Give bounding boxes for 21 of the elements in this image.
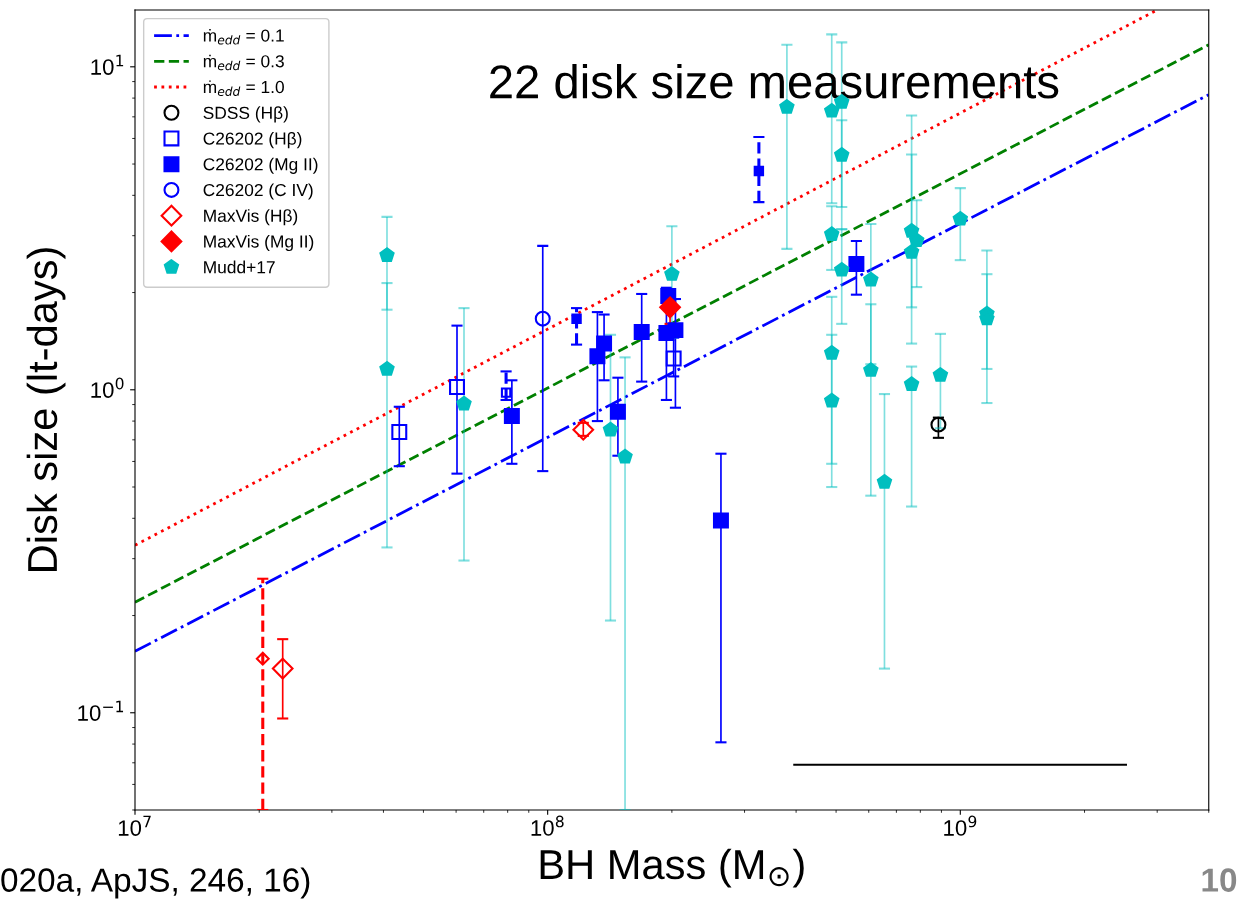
legend-label: Mudd+17 [204, 260, 275, 274]
y-tick-label: 10$^{−1}$ [78, 700, 124, 721]
y-tick-label: 10$^{1}$ [91, 54, 124, 75]
legend-label: C26202 (Hβ) [203, 131, 302, 149]
legend-label: MaxVis (Hβ) [204, 209, 298, 226]
x-tick-label: 10$^{8}$ [531, 815, 564, 836]
legend-label: MaxVis (Mg II) [204, 234, 314, 252]
legend-label: SDSS (Hβ) [203, 106, 288, 123]
legend-label: ṁ$_{edd}$ = 0.1 [203, 28, 284, 45]
legend-label: ṁ$_{edd}$ = 1.0 [203, 80, 284, 97]
text: 22 disk size measurements [490, 63, 1059, 99]
x-tick-label: 10$^{9}$ [944, 815, 977, 836]
legend-label: ṁ$_{edd}$ = 0.3 [203, 54, 284, 71]
x-tick-label: 10$^{7}$ [118, 815, 151, 836]
legend-label: C26202 (Mg II) [203, 157, 318, 174]
y-tick-label: 10$^{0}$ [91, 377, 124, 398]
text: 020a, ApJS, 246, 16) [1, 867, 310, 899]
x-axis-title: BH Mass (M$_{⊙}$) [540, 848, 804, 888]
y-axis-title: Disk size (lt-days) [26, 248, 66, 571]
legend-label: C26202 (C IV) [203, 183, 313, 200]
text: 10 [1202, 868, 1237, 892]
